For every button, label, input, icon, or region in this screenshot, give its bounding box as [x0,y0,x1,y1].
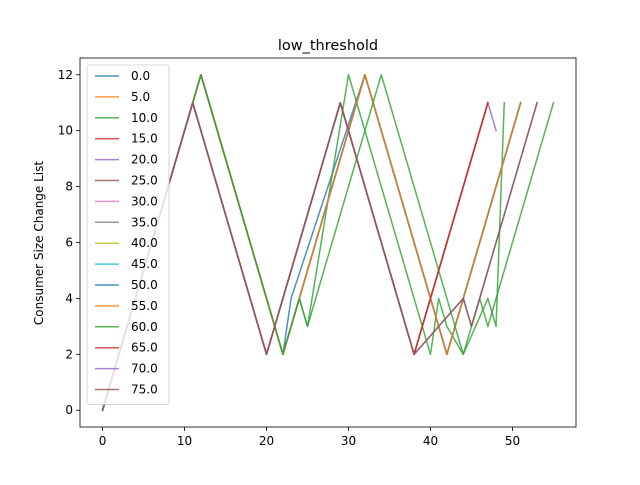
legend-box [86,64,170,405]
series-layer [101,74,555,412]
legend-label: 20.0 [131,153,158,167]
x-tick-label: 40 [423,434,438,448]
x-tick-label: 0 [99,434,107,448]
legend-label: 10.0 [131,111,158,125]
y-tick-label: 8 [65,180,73,194]
axes-layer: 0 10 20 30 40 50 0 2 4 6 8 10 12 [58,57,577,448]
legend-label: 45.0 [131,257,158,271]
y-axis-label: Consumer Size Change List [32,161,46,325]
legend-label: 40.0 [131,236,158,250]
chart-title: low_threshold [278,38,378,54]
x-tick-label: 10 [177,434,192,448]
x-tick-label: 20 [259,434,274,448]
legend-label: 5.0 [131,90,150,104]
legend-label: 15.0 [131,132,158,146]
legend-label: 65.0 [131,341,158,355]
legend-label: 55.0 [131,299,158,313]
legend: 0.0 5.0 10.0 15.0 20.0 25.0 30.0 35.0 40.0 45.0 50… [86,64,170,405]
y-tick-label: 10 [58,124,73,138]
legend-label: 75.0 [131,383,158,397]
y-tick-label: 4 [65,291,73,305]
y-tick-label: 12 [58,68,73,82]
series-line-12 [101,74,555,412]
series-line-15 [101,101,538,412]
legend-label: 60.0 [131,320,158,334]
legend-label: 50.0 [131,278,158,292]
y-tick-label: 2 [65,347,73,361]
legend-label: 70.0 [131,362,158,376]
y-tick-label: 6 [65,236,73,250]
legend-label: 25.0 [131,174,158,188]
y-tick-label: 0 [65,403,73,417]
legend-label: 30.0 [131,194,158,208]
x-tick-label: 50 [505,434,520,448]
x-tick-label: 30 [341,434,356,448]
legend-label: 0.0 [131,69,150,83]
legend-label: 35.0 [131,215,158,229]
